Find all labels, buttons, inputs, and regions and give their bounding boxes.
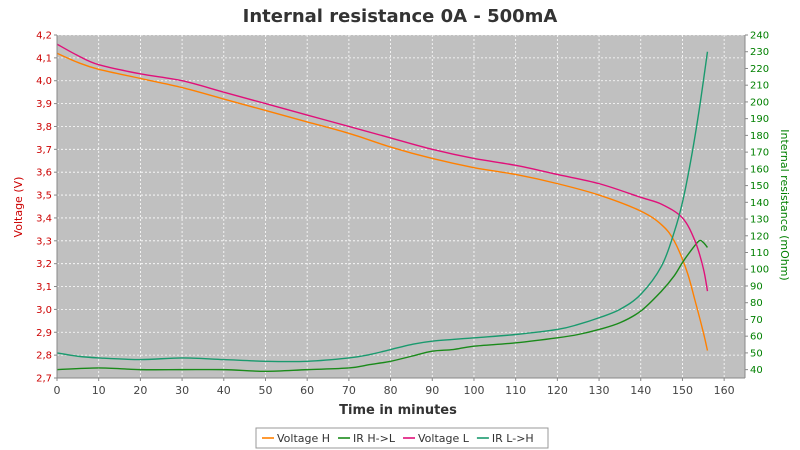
right-tick-label: 70: [750, 315, 763, 326]
right-tick-label: 220: [750, 64, 769, 75]
x-tick-label: 150: [672, 384, 693, 397]
x-tick-label: 100: [463, 384, 484, 397]
left-tick-label: 3,5: [36, 191, 52, 202]
x-tick-label: 70: [342, 384, 356, 397]
right-tick-label: 190: [750, 114, 769, 125]
x-tick-label: 60: [300, 384, 314, 397]
x-axis-ticks: 0 10 20 30 40 50 60 70 80 90 100 110 120 130 140 150 160: [54, 378, 735, 397]
x-tick-label: 130: [589, 384, 610, 397]
right-tick-label: 40: [750, 365, 763, 376]
x-tick-label: 90: [425, 384, 439, 397]
series-line-voltage-l: [56, 43, 709, 292]
right-tick-label: 210: [750, 81, 769, 92]
right-axis-title: Internal resistance (mOhm): [778, 129, 791, 280]
right-tick-label: 230: [750, 47, 769, 58]
left-tick-label: 3,8: [36, 122, 52, 133]
left-axis-ticks: 2,7 2,8 2,9 3,0 3,1 3,2 3,3 3,4 3,5 3,6 3,7 3,8 3,9 4…: [36, 31, 57, 385]
x-tick-label: 20: [133, 384, 147, 397]
x-tick-label: 40: [217, 384, 231, 397]
series-layer: [56, 43, 709, 373]
right-tick-label: 160: [750, 164, 769, 175]
right-tick-label: 170: [750, 148, 769, 159]
legend-box: [255, 427, 549, 449]
x-tick-label: 120: [547, 384, 568, 397]
left-tick-label: 3,7: [36, 145, 52, 156]
chart-title: Internal resistance 0A - 500mA: [243, 6, 558, 27]
right-tick-label: 50: [750, 348, 763, 359]
x-tick-label: 30: [175, 384, 189, 397]
left-tick-label: 2,7: [36, 374, 52, 385]
legend: Voltage H IR H->L Voltage L IR L->H: [262, 432, 534, 445]
right-tick-label: 150: [750, 181, 769, 192]
x-tick-label: 80: [384, 384, 398, 397]
left-axis-title: Voltage (V): [12, 177, 25, 238]
series-line-voltage-h: [56, 52, 709, 351]
x-tick-label: 0: [54, 384, 61, 397]
right-tick-label: 120: [750, 231, 769, 242]
legend-label-voltage-l: Voltage L: [418, 432, 470, 445]
left-tick-label: 4,2: [36, 31, 52, 42]
right-tick-label: 80: [750, 298, 763, 309]
left-tick-label: 3,6: [36, 168, 52, 179]
left-tick-label: 3,9: [36, 99, 52, 110]
right-tick-label: 100: [750, 265, 769, 276]
left-tick-label: 3,0: [36, 305, 52, 316]
series-line-ir-l-h: [56, 51, 709, 363]
x-tick-label: 140: [630, 384, 651, 397]
right-tick-label: 200: [750, 97, 769, 108]
left-tick-label: 3,4: [36, 213, 52, 224]
right-axis-ticks: 40 50 60 70 80 90 100 110 120 130 140 150 160 170 180 1…: [745, 31, 769, 376]
right-tick-label: 60: [750, 332, 763, 343]
legend-label-ir-l-h: IR L->H: [492, 432, 534, 445]
left-tick-label: 3,1: [36, 282, 52, 293]
right-tick-label: 130: [750, 215, 769, 226]
left-tick-label: 3,2: [36, 259, 52, 270]
x-tick-label: 10: [92, 384, 106, 397]
left-tick-label: 4,1: [36, 53, 52, 64]
x-tick-label: 160: [714, 384, 735, 397]
x-axis-title: Time in minutes: [339, 403, 457, 418]
left-tick-label: 2,8: [36, 351, 52, 362]
right-tick-label: 240: [750, 31, 769, 42]
plot-area: [57, 35, 745, 378]
x-tick-label: 50: [258, 384, 272, 397]
series-line-ir-h-l: [56, 239, 709, 373]
right-tick-label: 110: [750, 248, 769, 259]
legend-label-voltage-h: Voltage H: [277, 432, 330, 445]
right-tick-label: 180: [750, 131, 769, 142]
right-tick-label: 140: [750, 198, 769, 209]
left-tick-label: 3,3: [36, 236, 52, 247]
legend-label-ir-h-l: IR H->L: [353, 432, 396, 445]
right-tick-label: 90: [750, 281, 763, 292]
left-tick-label: 2,9: [36, 328, 52, 339]
left-tick-label: 4,0: [36, 76, 52, 87]
x-tick-label: 110: [505, 384, 526, 397]
